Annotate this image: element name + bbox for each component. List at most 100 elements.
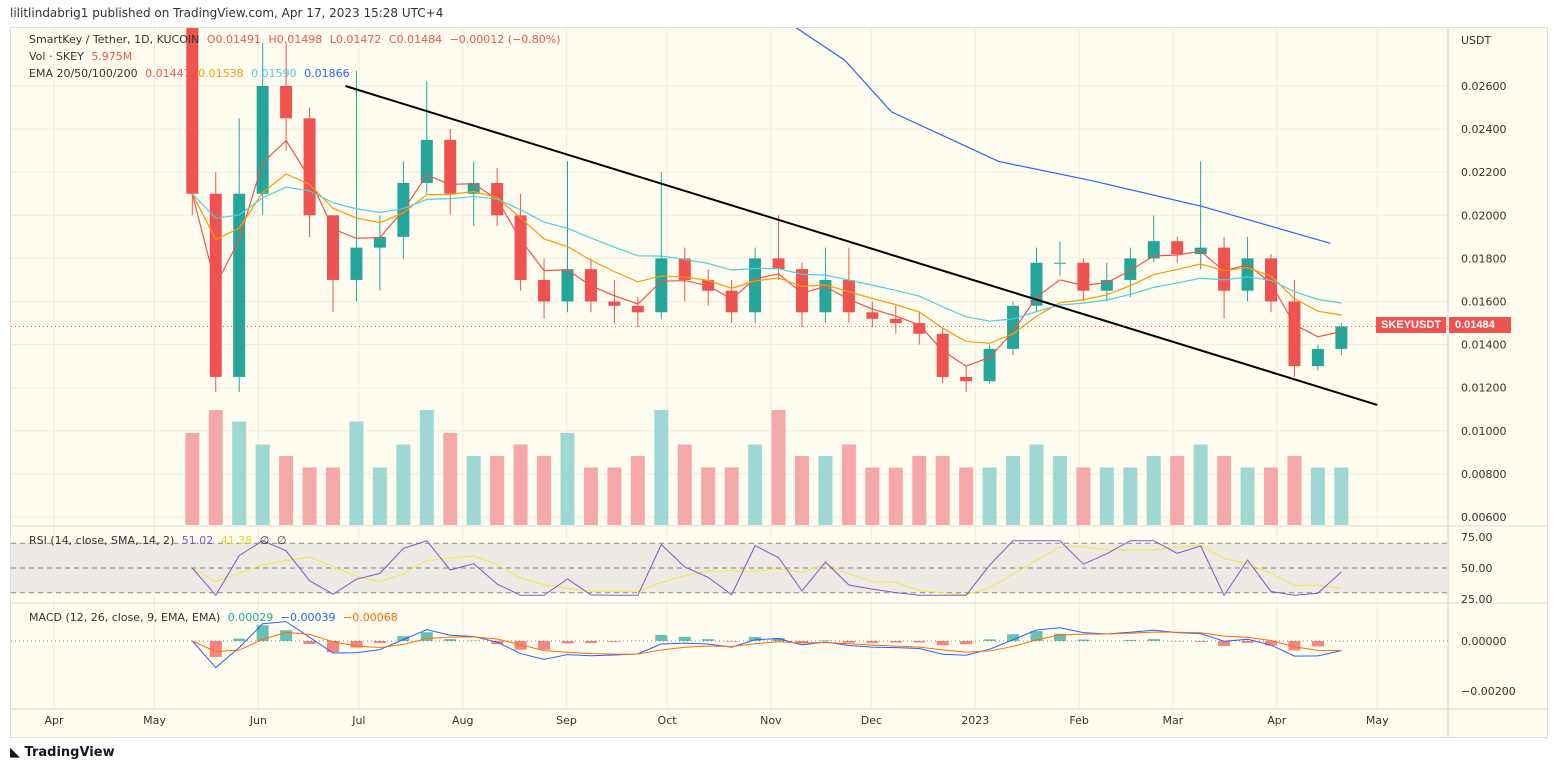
- macd-tick-label: 0.00000: [1461, 635, 1507, 648]
- macd-hist-value: 0.00029: [227, 611, 274, 624]
- currency-label: USDT: [1461, 34, 1492, 47]
- volume-bar: [701, 467, 716, 525]
- volume-bar: [771, 410, 786, 525]
- volume-bar: [490, 456, 505, 525]
- macd-histogram-bar: [420, 632, 433, 641]
- rsi-sma-line: [192, 544, 1342, 596]
- macd-histogram-bar: [233, 638, 246, 641]
- volume-bar: [795, 456, 809, 525]
- logo-mark-icon: ◣: [10, 745, 25, 760]
- rsi-label[interactable]: RSI (14, close, SMA, 14, 2): [29, 534, 175, 547]
- open-value: O0.01491: [206, 33, 262, 46]
- volume-bar: [1193, 444, 1208, 525]
- time-tick-label: Apr: [44, 714, 64, 727]
- rsi-extra-2: ∅: [276, 534, 287, 547]
- candle-body: [1288, 301, 1301, 367]
- macd-histogram-bar: [936, 641, 949, 646]
- time-tick-label: Jun: [249, 714, 267, 727]
- tradingview-logo[interactable]: ◣ TradingView: [10, 745, 115, 760]
- macd-histogram-bar: [373, 641, 386, 644]
- volume-bar: [982, 467, 997, 525]
- macd-histogram-bar: [584, 641, 597, 644]
- macd-signal-value: −0.00068: [343, 611, 398, 624]
- candle-body: [983, 348, 996, 382]
- macd-histogram-bar: [1311, 641, 1324, 647]
- ema100-line: [191, 186, 1342, 322]
- macd-histogram-bar: [678, 636, 691, 641]
- volume-bar: [583, 467, 598, 525]
- trendline: [345, 85, 1378, 406]
- candle-body: [514, 215, 527, 280]
- macd-histogram-bar: [256, 625, 269, 641]
- macd-histogram-bar: [1218, 641, 1231, 647]
- volume-bar: [959, 467, 974, 525]
- macd-histogram-bar: [983, 639, 996, 641]
- macd-histogram-bar: [608, 641, 621, 642]
- volume-bar: [888, 467, 903, 525]
- price-tick-label: 0.02200: [1461, 166, 1507, 179]
- ema-label[interactable]: EMA 20/50/100/200: [29, 67, 138, 80]
- macd-histogram-bar: [303, 641, 316, 644]
- time-tick-label: 2023: [961, 714, 989, 727]
- macd-line: [191, 621, 1342, 669]
- volume-bar: [372, 467, 387, 525]
- macd-histogram-bar: [725, 641, 738, 642]
- macd-histogram-bar: [514, 641, 527, 650]
- volume-bar: [1052, 456, 1067, 525]
- volume-bar: [1310, 467, 1325, 525]
- ema20-value: 0.01447: [145, 67, 191, 80]
- candle-body: [1171, 241, 1184, 255]
- chart-canvas[interactable]: 0.02600 0.02400 0.02200 0.02000 0.01800 0.016…: [11, 28, 1547, 737]
- macd-histogram-bar: [1288, 641, 1301, 651]
- candle-body: [725, 290, 738, 313]
- chart-frame[interactable]: 0.02600 0.02400 0.02200 0.02000 0.01800 0.016…: [10, 27, 1548, 738]
- change-value: −0.00012 (−0.80%): [449, 33, 561, 46]
- volume-bar: [513, 444, 528, 525]
- publisher-line: lilitlindabrig1 published on TradingView…: [10, 6, 444, 20]
- macd-histogram-bar: [1241, 641, 1254, 643]
- candle-body: [936, 333, 949, 377]
- volume-bar: [443, 433, 458, 525]
- candle-body: [420, 139, 433, 183]
- ema200-value: 0.01866: [304, 67, 350, 80]
- macd-histogram-bar: [350, 641, 363, 648]
- volume-bar: [466, 456, 481, 525]
- ema20-line: [191, 139, 1342, 367]
- macd-label[interactable]: MACD (12, 26, close, 9, EMA, EMA): [29, 611, 221, 624]
- volume-bar: [1076, 467, 1091, 525]
- rsi-sma-value: 41.38: [220, 534, 253, 547]
- price-tick-label: 0.00800: [1461, 468, 1507, 481]
- candle-body: [1147, 241, 1160, 259]
- volume-bar: [419, 410, 434, 525]
- volume-bar: [1287, 456, 1302, 525]
- candle-body: [1311, 348, 1324, 367]
- volume-bar: [349, 421, 364, 525]
- candle-body: [1335, 326, 1348, 349]
- macd-signal-line: [192, 631, 1342, 655]
- macd-histogram-bar: [749, 636, 762, 641]
- macd-histogram-bar: [1147, 639, 1160, 641]
- rsi-tick-label: 75.00: [1461, 531, 1493, 544]
- macd-histogram-bar: [819, 640, 832, 641]
- symbol-title[interactable]: SmartKey / Tether, 1D, KUCOIN: [29, 33, 200, 46]
- volume-label[interactable]: Vol · SKEY: [29, 50, 84, 63]
- candle-body: [960, 376, 973, 382]
- volume-bar: [841, 444, 856, 525]
- macd-histogram-bar: [796, 641, 808, 643]
- macd-histogram-bar: [702, 639, 715, 641]
- volume-bar: [1240, 467, 1255, 525]
- time-tick-label: Dec: [861, 714, 882, 727]
- volume-bar: [1170, 456, 1185, 525]
- volume-bar: [1217, 456, 1232, 525]
- volume-bar: [279, 456, 294, 525]
- close-value: C0.01484: [388, 33, 443, 46]
- price-tick-label: 0.01000: [1461, 425, 1507, 438]
- candle-body: [1077, 262, 1090, 291]
- price-tick-label: 0.02000: [1461, 209, 1507, 222]
- price-tick-label: 0.01800: [1461, 252, 1507, 265]
- candle-body: [1241, 258, 1254, 291]
- symbol-legend: SmartKey / Tether, 1D, KUCOIN O0.01491 H…: [29, 33, 565, 47]
- macd-histogram-bar: [1053, 633, 1066, 641]
- candle-body: [655, 258, 668, 313]
- candle-body: [631, 305, 644, 313]
